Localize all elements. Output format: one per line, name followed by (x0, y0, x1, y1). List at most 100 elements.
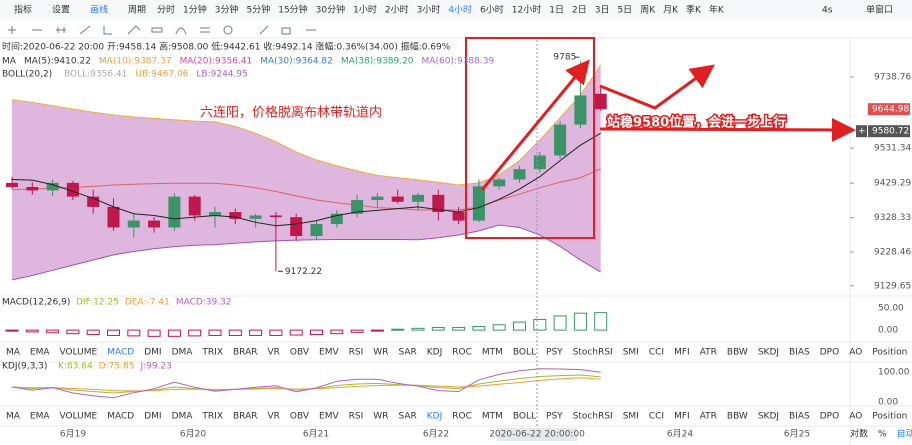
indicator-tab[interactable]: MA (6, 412, 21, 422)
indicator-tab[interactable]: CCI (649, 412, 664, 422)
indicator-tab[interactable]: MACD (107, 348, 134, 358)
indicator-tab[interactable]: BBW (727, 348, 748, 358)
indicator-tab[interactable]: MFI (674, 412, 690, 422)
period-tab[interactable]: 30分钟 (316, 4, 345, 16)
candle-body (432, 194, 445, 213)
indicator-tab[interactable]: EMV (319, 412, 339, 422)
candle-body (310, 224, 323, 237)
indicator-tab[interactable]: BBW (727, 412, 748, 422)
indicator-tab[interactable]: Position (872, 348, 907, 358)
period-tab[interactable]: 6小时 (480, 4, 504, 16)
period-tab[interactable]: 1分钟 (183, 4, 207, 16)
period-label[interactable]: 周期 (128, 5, 146, 16)
add-button[interactable] (856, 125, 867, 138)
indicator-tab[interactable]: ATR (700, 412, 717, 422)
indicator-tab[interactable]: DMA (172, 348, 194, 358)
indicator-tab[interactable]: StochRSI (573, 412, 613, 422)
axis-option[interactable]: 自动 (897, 428, 912, 440)
indicator-tab[interactable]: MTM (482, 348, 503, 358)
period-tab[interactable]: 3日 (595, 5, 610, 16)
period-tab[interactable]: 2日 (572, 5, 587, 16)
period-tab[interactable]: 15分钟 (278, 4, 307, 16)
period-tab[interactable]: 12小时 (512, 4, 541, 16)
indicator-tab[interactable]: MTM (482, 412, 503, 422)
period-tab[interactable]: 分时 (157, 4, 175, 16)
toolbar-button[interactable]: 画线 (90, 4, 108, 16)
indicator-tab[interactable]: ROC (452, 348, 472, 358)
indicator-tab[interactable]: VR (267, 348, 279, 358)
indicator-tab[interactable]: SAR (398, 412, 416, 422)
indicator-tab[interactable]: PSY (546, 412, 563, 422)
indicator-tab[interactable]: EMV (319, 348, 339, 358)
date-label: 6月20 (180, 429, 206, 440)
period-tab[interactable]: 月K (663, 5, 679, 16)
indicator-tab[interactable]: BOLL (513, 348, 536, 358)
indicator-tab[interactable]: BRAR (233, 348, 257, 358)
indicator-tab[interactable]: MACD (107, 412, 134, 422)
ma5-line (11, 132, 601, 227)
period-tab[interactable]: 周K (640, 5, 656, 16)
indicator-tab[interactable]: OBV (290, 412, 310, 422)
indicator-tab[interactable]: VOLUME (60, 412, 98, 422)
indicator-tab[interactable]: EMA (30, 412, 50, 422)
window-mode[interactable]: 单窗口 (866, 4, 893, 16)
indicator-tab[interactable]: CCI (649, 348, 664, 358)
macd-bar (391, 328, 405, 331)
indicator-tab[interactable]: DMA (172, 412, 194, 422)
indicator-tab[interactable]: KDJ (427, 348, 443, 358)
axis-option[interactable]: 对数 (850, 428, 868, 440)
indicator-tab[interactable]: BIAS (789, 412, 810, 422)
indicator-tab[interactable]: WR (373, 412, 388, 422)
period-tab[interactable]: 4小时 (448, 4, 472, 16)
period-tab[interactable]: 1日 (549, 5, 564, 16)
indicator-tab[interactable]: RSI (349, 348, 364, 358)
indicator-tab[interactable]: DMI (144, 412, 161, 422)
indicator-tab[interactable]: TRIX (201, 412, 223, 422)
indicator-tab[interactable]: AO (849, 412, 862, 422)
indicator-tab[interactable]: BRAR (233, 412, 257, 422)
indicator-tab[interactable]: SMI (623, 348, 639, 358)
macd-bar (310, 329, 323, 336)
macd-bar (452, 326, 466, 331)
indicator-tab[interactable]: Position (872, 412, 907, 422)
indicator-tab[interactable]: MA (6, 348, 21, 358)
period-tab[interactable]: 1小时 (353, 4, 377, 16)
indicator-tab[interactable]: ROC (452, 412, 472, 422)
indicator-tab[interactable]: SKDJ (758, 412, 779, 422)
period-tab[interactable]: 3小时 (417, 4, 441, 16)
toolbar-button[interactable]: 设置 (52, 5, 70, 16)
period-tab[interactable]: 年K (709, 4, 725, 16)
toolbar-button[interactable]: 指标 (14, 4, 32, 16)
indicator-tab[interactable]: VR (267, 412, 279, 422)
indicator-tab[interactable]: BOLL (513, 412, 536, 422)
indicator-tab[interactable]: SAR (398, 348, 416, 358)
indicator-tab[interactable]: SKDJ (758, 348, 779, 358)
arrow (480, 59, 590, 191)
indicator-tab[interactable]: DMI (144, 348, 161, 358)
axis-option[interactable]: % (878, 430, 887, 440)
indicator-tab[interactable]: KDJ (427, 412, 443, 422)
indicator-tab[interactable]: VOLUME (60, 348, 98, 358)
indicator-tab[interactable]: PSY (546, 348, 563, 358)
period-tab[interactable]: 2小时 (385, 4, 409, 16)
period-tab[interactable]: 季K (686, 4, 702, 16)
indicator-tab[interactable]: TRIX (201, 348, 223, 358)
period-tab[interactable]: 5日 (617, 5, 632, 16)
indicator-tab[interactable]: ATR (700, 348, 717, 358)
period-tab[interactable]: 5分钟 (246, 4, 270, 16)
indicator-tab[interactable]: StochRSI (573, 348, 613, 358)
macd-bar (5, 329, 19, 332)
indicator-tab[interactable]: DPO (820, 412, 839, 422)
indicator-tab[interactable]: WR (373, 348, 388, 358)
indicator-tab[interactable]: MFI (674, 348, 690, 358)
indicator-tab[interactable]: AO (849, 348, 862, 358)
indicator-tab[interactable]: SMI (623, 412, 639, 422)
indicator-tab[interactable]: RSI (349, 412, 364, 422)
indicator-tab[interactable]: DPO (820, 348, 839, 358)
indicator-tab[interactable]: OBV (290, 348, 310, 358)
indicator-tab[interactable]: EMA (30, 348, 50, 358)
toolbar-bg (0, 0, 912, 20)
indicator-tab[interactable]: BIAS (789, 348, 810, 358)
crosshair-time-bg (497, 428, 577, 441)
period-tab[interactable]: 3分钟 (215, 4, 239, 16)
